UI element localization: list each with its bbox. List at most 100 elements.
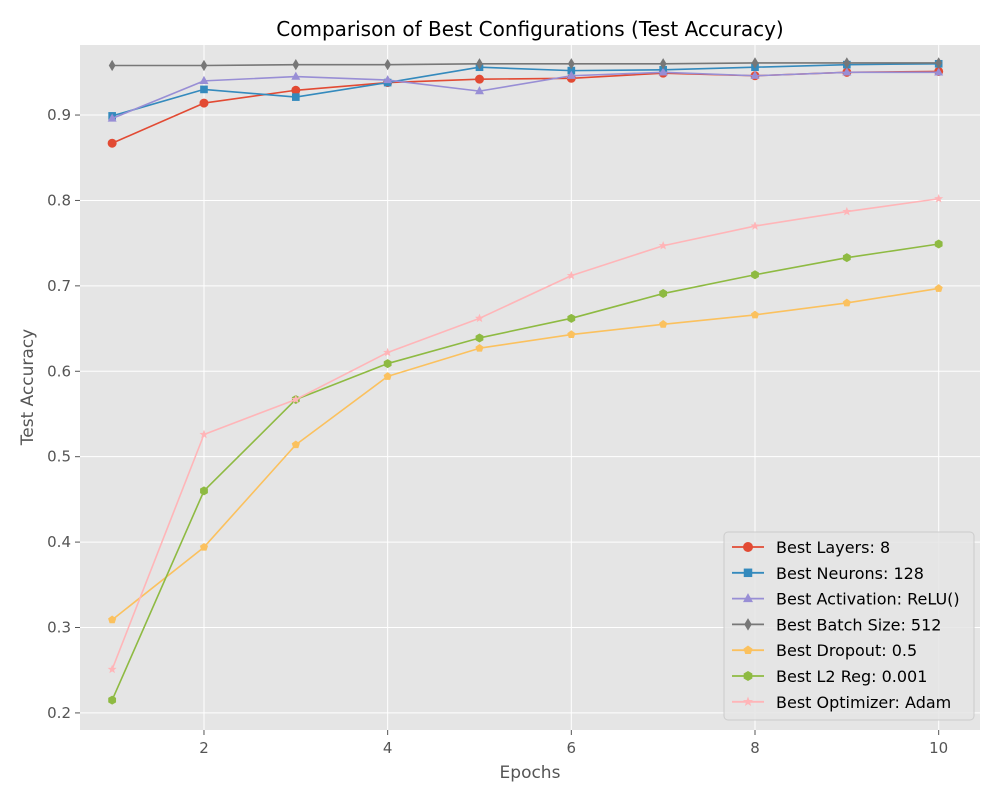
data-point <box>107 113 117 122</box>
y-tick-label: 0.8 <box>47 191 71 209</box>
series-line <box>111 62 939 117</box>
legend-box <box>723 531 975 721</box>
legend-item: Best Activation: ReLU() <box>732 590 960 609</box>
legend-item: Best Layers: 8 <box>732 538 890 557</box>
data-point <box>659 58 667 70</box>
legend-swatch-marker <box>743 542 753 552</box>
legend-label: Best Activation: ReLU() <box>776 590 960 609</box>
data-point <box>934 239 943 249</box>
data-point <box>291 440 300 449</box>
data-point <box>751 270 759 280</box>
series-3 <box>107 67 944 122</box>
data-point <box>566 70 576 79</box>
data-point <box>200 59 208 72</box>
data-point <box>108 615 117 624</box>
data-point <box>934 67 944 76</box>
legend-swatch-marker <box>744 618 752 631</box>
data-point <box>842 253 851 263</box>
series-line <box>111 243 939 701</box>
data-point <box>567 66 576 75</box>
x-axis-label: Epochs <box>500 763 561 783</box>
data-point <box>199 429 209 439</box>
data-point <box>384 59 392 71</box>
legend: Best Layers: 8 Best Neurons: 128 Best Acti… <box>723 531 975 721</box>
data-point <box>475 333 484 343</box>
data-point <box>843 57 851 69</box>
data-point <box>474 313 484 323</box>
data-point <box>108 59 116 72</box>
data-point <box>291 85 301 95</box>
legend-item: Best Batch Size: 512 <box>732 615 941 634</box>
chart-title: Comparison of Best Configurations (Test … <box>276 17 783 41</box>
data-point <box>475 343 484 352</box>
data-point <box>199 98 209 108</box>
x-tick-label: 4 <box>383 739 393 757</box>
y-tick-label: 0.3 <box>47 619 71 637</box>
y-tick-label: 0.4 <box>47 533 71 551</box>
data-point <box>383 359 392 369</box>
series-6 <box>108 239 943 705</box>
data-point <box>292 59 300 71</box>
x-tick-label: 6 <box>567 739 577 757</box>
data-point <box>935 57 943 69</box>
data-point <box>474 86 484 95</box>
data-point <box>659 320 668 328</box>
y-tick-label: 0.6 <box>47 362 71 380</box>
series-7 <box>107 194 944 674</box>
legend-swatch-marker <box>743 593 753 603</box>
data-point <box>383 347 393 357</box>
data-point <box>291 93 300 101</box>
data-point <box>383 75 393 84</box>
data-point <box>566 270 576 280</box>
legend-item: Best Neurons: 128 <box>732 564 924 583</box>
series-line <box>112 62 939 67</box>
y-axis-ticks: 0.2 0.3 0.4 0.5 0.6 0.7 0.8 0.9 <box>47 106 80 722</box>
data-point <box>476 58 483 70</box>
data-point <box>107 138 117 148</box>
data-point <box>291 71 301 80</box>
legend-label: Best Neurons: 128 <box>776 564 924 583</box>
x-tick-label: 8 <box>750 739 760 757</box>
data-point <box>291 394 301 404</box>
data-point <box>567 58 575 70</box>
x-tick-label: 2 <box>199 739 209 757</box>
series-line <box>111 287 939 621</box>
data-point <box>200 486 208 496</box>
data-point <box>567 330 576 339</box>
series-4 <box>108 57 943 72</box>
legend-swatch-marker <box>743 645 753 655</box>
data-point <box>108 695 117 705</box>
data-point <box>567 313 576 323</box>
data-point <box>750 221 760 230</box>
legend-swatch-marker <box>743 696 753 707</box>
data-point <box>842 67 852 76</box>
legend-label: Best Layers: 8 <box>776 538 890 557</box>
data-point <box>199 542 209 551</box>
y-axis-label: Test Accuracy <box>18 329 38 447</box>
legend-item: Best Optimizer: Adam <box>732 693 951 712</box>
legend-swatch-marker <box>743 568 753 578</box>
series-line <box>111 197 939 670</box>
data-point <box>658 240 668 250</box>
y-tick-label: 0.5 <box>47 448 71 466</box>
data-point <box>751 57 759 69</box>
y-tick-label: 0.9 <box>47 106 71 124</box>
x-tick-label: 10 <box>929 739 948 757</box>
data-point <box>750 310 760 319</box>
data-point <box>842 206 852 216</box>
data-point <box>842 298 851 307</box>
data-point <box>934 284 943 292</box>
legend-label: Best L2 Reg: 0.001 <box>776 667 927 686</box>
y-tick-label: 0.2 <box>47 704 71 722</box>
data-point <box>199 75 209 85</box>
legend-label: Best Batch Size: 512 <box>776 615 941 634</box>
data-point <box>107 664 117 674</box>
series-5 <box>108 284 943 624</box>
legend-item: Best Dropout: 0.5 <box>732 641 917 660</box>
data-point <box>750 70 760 79</box>
legend-item: Best L2 Reg: 0.001 <box>732 667 927 686</box>
series-layer <box>107 57 944 705</box>
y-tick-label: 0.7 <box>47 277 71 295</box>
data-point <box>934 194 944 203</box>
